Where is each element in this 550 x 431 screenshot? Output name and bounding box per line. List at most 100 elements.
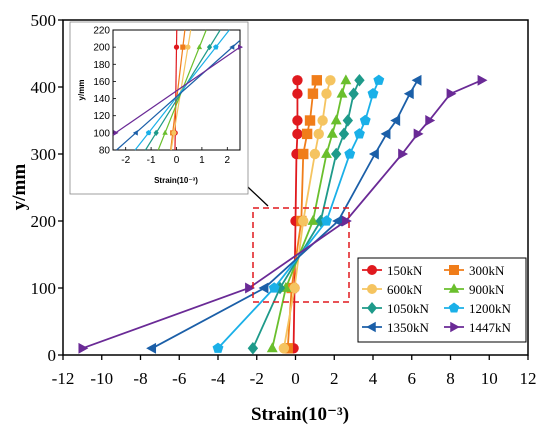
data-point [278, 343, 290, 354]
data-point [301, 128, 313, 140]
x-tick-label: 4 [369, 369, 378, 388]
inset-x-title-text: Strain [154, 176, 177, 185]
data-point [368, 148, 379, 160]
data-point [311, 75, 323, 86]
x-tick-label: -12 [52, 369, 75, 388]
legend-label: 300kN [469, 263, 505, 278]
legend-item-300kN: 300kN [444, 263, 505, 278]
inset-chart: -2 -1 0 1 2 80 100 120 140 160 180 200 220 y/mm Str… [69, 21, 249, 195]
data-point [292, 115, 303, 126]
inset-x-tick-label: -1 [147, 155, 156, 166]
y-axis-title: y/mm [9, 164, 30, 211]
zoom-region-box [252, 207, 350, 303]
inset-series-1447kN [112, 44, 243, 136]
x-axis-title-text: Strain [251, 404, 302, 425]
series-line [271, 80, 347, 349]
inset-y-title: y/mm [77, 80, 86, 101]
data-point [289, 282, 300, 294]
inset-y-tick-label: 120 [93, 111, 110, 122]
data-point [247, 342, 259, 355]
inset-data-point [132, 130, 138, 136]
data-point [258, 282, 269, 294]
data-point [413, 128, 424, 140]
legend-items: 150kN 300kN 600kN 900kN 1050kN 1200kN 1350kN 14… [362, 263, 512, 335]
legend-marker [367, 284, 377, 294]
data-point [268, 282, 280, 293]
legend-marker [448, 302, 460, 313]
inset-data-point [196, 44, 203, 50]
inset-x-ticks: -2 -1 0 1 2 [121, 147, 231, 166]
inset-data-point [185, 44, 191, 50]
legend-label: 900kN [469, 282, 505, 297]
data-point [342, 114, 354, 127]
data-point [411, 74, 422, 86]
legend-item-600kN: 600kN [362, 282, 423, 297]
data-point [78, 342, 89, 354]
inset-y-tick-label: 220 [93, 26, 110, 37]
x-tick-label: -10 [90, 369, 113, 388]
series-900kN [266, 74, 352, 353]
data-point [325, 75, 336, 86]
series-300kN [282, 75, 323, 354]
inset-data-point [145, 129, 152, 136]
x-axis-title: Strain(10⁻³) [251, 404, 349, 425]
data-point [321, 88, 332, 99]
data-point [446, 88, 457, 100]
legend-item-900kN: 900kN [444, 282, 505, 297]
inset-y-tick-label: 180 [93, 60, 110, 71]
data-point [390, 115, 401, 126]
x-tick-label: -8 [133, 369, 147, 388]
inset-series-1350kN [116, 39, 241, 151]
y-tick-label: 200 [31, 212, 57, 231]
inset-series-line [174, 29, 178, 151]
data-point [344, 148, 356, 159]
x-tick-label: -6 [172, 369, 186, 388]
series-1200kN [212, 74, 385, 353]
inset-data-point [238, 44, 243, 50]
inset-series-1200kN [134, 29, 230, 151]
x-tick-label: -4 [211, 369, 226, 388]
x-axis-title-unit: (10⁻³) [302, 404, 349, 425]
inset-y-tick-label: 140 [93, 94, 110, 105]
data-point [341, 215, 352, 227]
data-point [353, 128, 365, 139]
legend-marker [367, 302, 377, 314]
inset-series-line [112, 46, 241, 136]
data-point [245, 282, 255, 294]
legend-marker [367, 265, 377, 275]
legend-label: 1200kN [469, 301, 512, 316]
legend-box [357, 257, 527, 343]
legend-label: 1050kN [387, 301, 430, 316]
data-point [330, 147, 342, 161]
inset-x-tick-label: 0 [174, 155, 180, 166]
series-line [151, 79, 419, 350]
inset-background [69, 21, 249, 195]
data-point [292, 128, 303, 140]
data-point [321, 215, 332, 226]
inset-series-layer [112, 29, 243, 151]
data-point [317, 115, 328, 126]
data-point [307, 215, 319, 225]
data-point [298, 215, 309, 227]
inset-data-point [173, 44, 180, 50]
legend-item-150kN: 150kN [362, 263, 423, 278]
legend-item-1200kN: 1200kN [444, 301, 512, 316]
inset-y-tick-label: 200 [93, 43, 110, 54]
x-axis-ticks: -12 -10 -8 -6 -4 -2 0 2 4 6 8 10 12 [52, 355, 537, 388]
data-point [313, 128, 324, 140]
legend-item-1050kN: 1050kN [362, 301, 430, 316]
legend-marker [450, 321, 460, 333]
inset-x-title: Strain(10⁻³) [154, 176, 198, 185]
x-tick-label: 2 [330, 369, 339, 388]
y-axis-ticks: 0 100 200 300 400 500 [31, 11, 63, 365]
data-point [338, 127, 350, 141]
y-tick-label: 0 [48, 346, 57, 365]
data-point [266, 342, 278, 353]
inset-data-point [229, 44, 235, 50]
inset-series-line [134, 29, 230, 151]
data-point [309, 148, 321, 160]
inset-y-tick-label: 80 [99, 146, 111, 157]
x-tick-label: 8 [446, 369, 455, 388]
series-1447kN [78, 74, 488, 354]
data-point [380, 128, 391, 140]
